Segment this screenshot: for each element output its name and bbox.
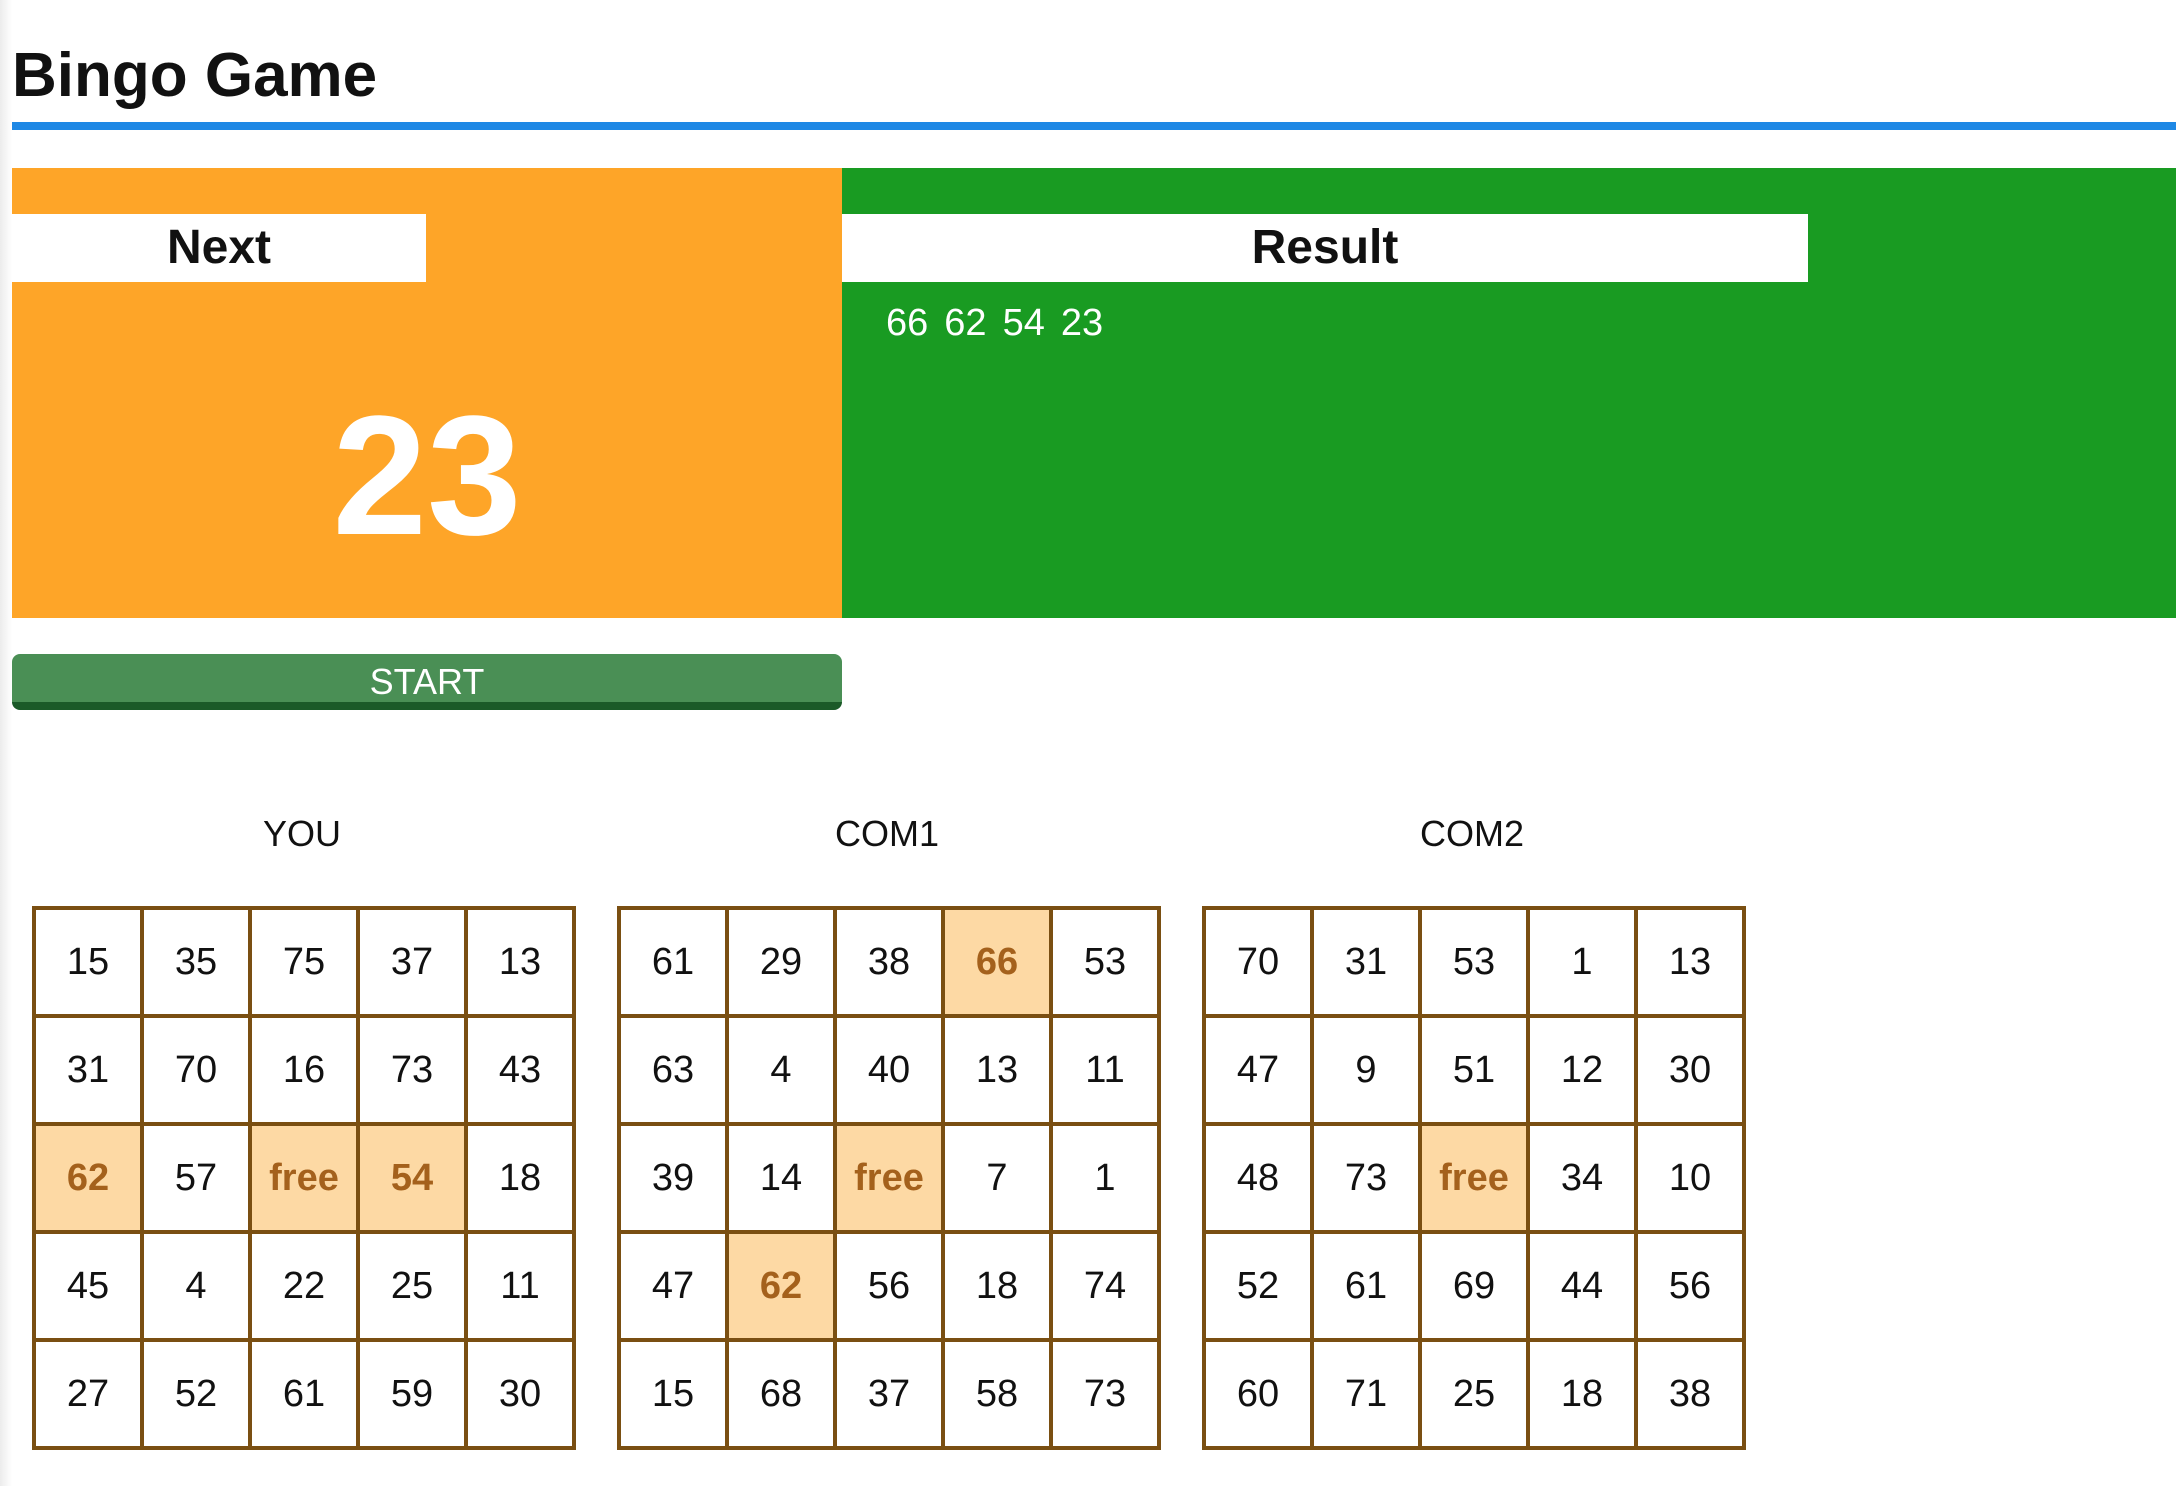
bingo-cell: 60 <box>1206 1342 1310 1446</box>
bingo-cell: 30 <box>1638 1018 1742 1122</box>
bingo-cell: 61 <box>252 1342 356 1446</box>
bingo-cell: 52 <box>1206 1234 1310 1338</box>
card-label: COM2 <box>1419 813 1524 854</box>
bingo-cell: 58 <box>945 1342 1049 1446</box>
card-grid: 70 31 53 1 13 47 9 51 12 30 48 73 free 34 10 52 61 69 44 56… <box>1202 906 1746 1450</box>
bingo-cell: 53 <box>1422 910 1526 1014</box>
bingo-cell: 71 <box>1314 1342 1418 1446</box>
bingo-cell: 30 <box>468 1342 572 1446</box>
page-title: Bingo Game <box>12 41 378 110</box>
bingo-cell: 15 <box>36 910 140 1014</box>
bingo-cell: 18 <box>468 1126 572 1230</box>
bingo-cell: 39 <box>621 1126 725 1230</box>
card-label: YOU <box>262 813 341 854</box>
bingo-cell: 57 <box>144 1126 248 1230</box>
bingo-cell: 59 <box>360 1342 464 1446</box>
result-header: Result <box>842 214 1808 282</box>
bingo-cell: 1 <box>1053 1126 1157 1230</box>
bingo-cell: 73 <box>1314 1126 1418 1230</box>
bingo-cell: 18 <box>1530 1342 1634 1446</box>
card-label: COM1 <box>834 813 939 854</box>
next-header: Next <box>12 214 426 282</box>
bingo-cell: 75 <box>252 910 356 1014</box>
bingo-cell: 51 <box>1422 1018 1526 1122</box>
bingo-cell: 11 <box>468 1234 572 1338</box>
bingo-cell: 66 <box>945 910 1049 1014</box>
card-grid: 15 35 75 37 13 31 70 16 73 43 62 57 free 54 18 45 4 22 25 1… <box>32 906 576 1450</box>
bingo-cell: 16 <box>252 1018 356 1122</box>
result-number: 23 <box>1060 302 1104 344</box>
bingo-cell: 38 <box>1638 1342 1742 1446</box>
bingo-cell: 35 <box>144 910 248 1014</box>
bingo-cell: 47 <box>1206 1018 1310 1122</box>
bingo-cell: 9 <box>1314 1018 1418 1122</box>
result-number: 54 <box>1002 302 1045 344</box>
bingo-cell: 13 <box>945 1018 1049 1122</box>
bingo-cell-free: free <box>1422 1126 1526 1230</box>
bingo-cell: 14 <box>729 1126 833 1230</box>
bingo-cell: 62 <box>36 1126 140 1230</box>
bingo-cell: 56 <box>837 1234 941 1338</box>
bingo-cell: 34 <box>1530 1126 1634 1230</box>
bingo-cell: 13 <box>468 910 572 1014</box>
bingo-cell: 47 <box>621 1234 725 1338</box>
bingo-cell: 4 <box>144 1234 248 1338</box>
bingo-cell: 10 <box>1638 1126 1742 1230</box>
bingo-cell: 54 <box>360 1126 464 1230</box>
next-panel: Next 23 <box>12 168 842 618</box>
bingo-cell: 69 <box>1422 1234 1526 1338</box>
bingo-cell: 70 <box>144 1018 248 1122</box>
bingo-card-com2: COM2 70 31 53 1 13 47 9 51 12 30 48 73 free 34 10 52 61 6… <box>1202 810 1746 1450</box>
result-panel: Result 66 62 54 23 <box>842 168 2176 618</box>
bingo-cell: 68 <box>729 1342 833 1446</box>
bingo-cell: 4 <box>729 1018 833 1122</box>
bingo-cell: 13 <box>1638 910 1742 1014</box>
bingo-cell: 18 <box>945 1234 1049 1338</box>
bingo-cell: 11 <box>1053 1018 1157 1122</box>
bingo-cell: 25 <box>360 1234 464 1338</box>
bingo-cell: 31 <box>36 1018 140 1122</box>
bingo-cell: 52 <box>144 1342 248 1446</box>
bingo-cell: 63 <box>621 1018 725 1122</box>
result-number: 62 <box>944 302 987 344</box>
title-underline <box>12 122 2176 130</box>
result-number: 66 <box>886 302 929 344</box>
bingo-cell: 44 <box>1530 1234 1634 1338</box>
bingo-cell: 73 <box>360 1018 464 1122</box>
bingo-cell: 56 <box>1638 1234 1742 1338</box>
bingo-cell: 73 <box>1053 1342 1157 1446</box>
bingo-cell: 37 <box>837 1342 941 1446</box>
bingo-cell: 48 <box>1206 1126 1310 1230</box>
next-number: 23 <box>332 381 522 571</box>
bingo-cell: 38 <box>837 910 941 1014</box>
bingo-cell: 37 <box>360 910 464 1014</box>
bingo-cell-free: free <box>252 1126 356 1230</box>
bingo-cell: 61 <box>1314 1234 1418 1338</box>
bingo-card-com1: COM1 61 29 38 66 53 63 4 40 13 11 39 14 free 7 1 47 62 56… <box>617 810 1161 1450</box>
bingo-cell: 31 <box>1314 910 1418 1014</box>
bingo-cell: 1 <box>1530 910 1634 1014</box>
bingo-cell: 40 <box>837 1018 941 1122</box>
start-button[interactable]: START <box>12 654 842 710</box>
bingo-cell-free: free <box>837 1126 941 1230</box>
bingo-cell: 12 <box>1530 1018 1634 1122</box>
bingo-cell: 45 <box>36 1234 140 1338</box>
result-list: 66 62 54 23 <box>886 302 1103 345</box>
bingo-cell: 70 <box>1206 910 1310 1014</box>
bingo-cell: 43 <box>468 1018 572 1122</box>
bingo-card-you: YOU 15 35 75 37 13 31 70 16 73 43 62 57 free 54 18 45 4 2… <box>32 810 576 1450</box>
bingo-cell: 53 <box>1053 910 1157 1014</box>
bingo-cell: 74 <box>1053 1234 1157 1338</box>
bingo-cell: 7 <box>945 1126 1049 1230</box>
bingo-cell: 27 <box>36 1342 140 1446</box>
bingo-cell: 29 <box>729 910 833 1014</box>
bingo-cell: 15 <box>621 1342 725 1446</box>
card-grid: 61 29 38 66 53 63 4 40 13 11 39 14 free 7 1 47 62 56 18 74 1… <box>617 906 1161 1450</box>
bingo-cell: 25 <box>1422 1342 1526 1446</box>
bingo-cell: 22 <box>252 1234 356 1338</box>
bingo-cell: 61 <box>621 910 725 1014</box>
bingo-cell: 62 <box>729 1234 833 1338</box>
